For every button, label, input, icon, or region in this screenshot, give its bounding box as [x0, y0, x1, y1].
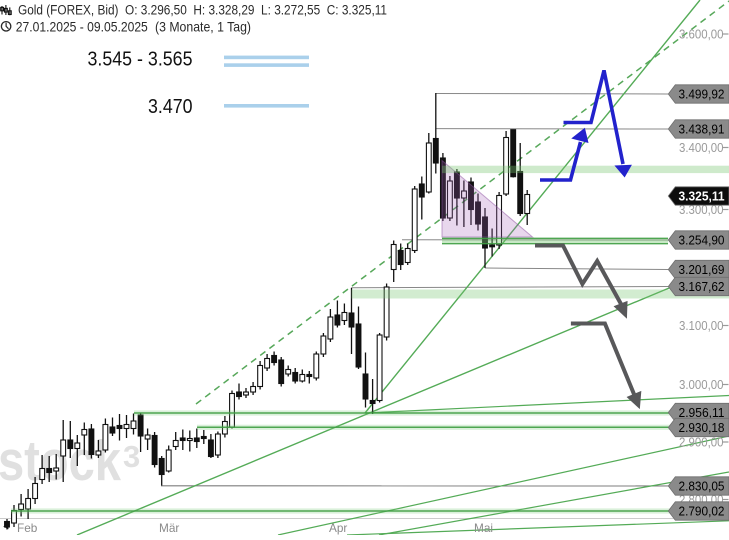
svg-text:3.167,62: 3.167,62 [679, 279, 725, 294]
svg-text:2.790,02: 2.790,02 [679, 504, 725, 519]
svg-text:3.438,91: 3.438,91 [679, 122, 725, 137]
svg-text:3.254,90: 3.254,90 [679, 233, 725, 248]
svg-text:27.01.2025 - 09.05.2025: 27.01.2025 - 09.05.2025 [16, 19, 148, 34]
svg-text:3.499,92: 3.499,92 [679, 87, 725, 102]
svg-text:3.400,00: 3.400,00 [679, 140, 724, 155]
svg-text:Mai: Mai [474, 521, 493, 535]
svg-text:(3 Monate, 1 Tag): (3 Monate, 1 Tag) [155, 19, 251, 34]
svg-text:3.100,00: 3.100,00 [679, 318, 724, 333]
svg-text:3.325,11: 3.325,11 [679, 189, 725, 204]
svg-text:2.930,18: 2.930,18 [679, 420, 725, 435]
svg-text:Apr: Apr [329, 521, 347, 535]
svg-text:3.600,00: 3.600,00 [679, 27, 724, 42]
svg-text:Feb: Feb [17, 521, 38, 535]
svg-text:Mär: Mär [159, 521, 179, 535]
svg-text:3.201,69: 3.201,69 [679, 262, 725, 277]
svg-text:3.000,00: 3.000,00 [679, 377, 724, 392]
svg-text:3.470: 3.470 [148, 96, 193, 118]
svg-text:Gold (FOREX, Bid) O: 3.296,50: Gold (FOREX, Bid) O: 3.296,50 H: 3.328,2… [18, 3, 387, 19]
svg-text:2.830,05: 2.830,05 [679, 479, 725, 494]
svg-text:3.545 - 3.565: 3.545 - 3.565 [88, 49, 193, 71]
svg-text:3: 3 [123, 439, 140, 474]
